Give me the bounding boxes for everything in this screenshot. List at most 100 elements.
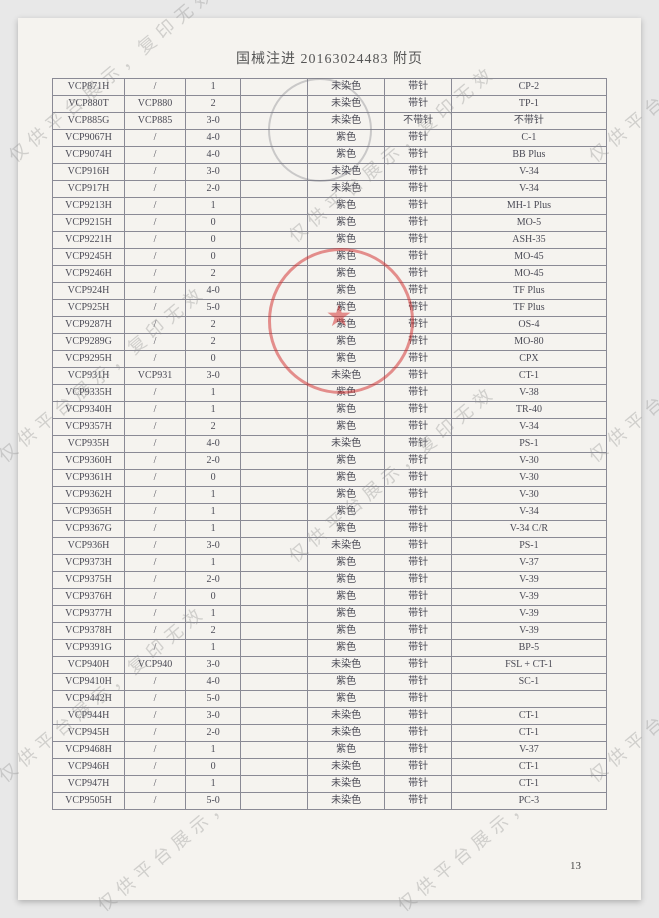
table-cell: V-34 [451,419,606,436]
table-cell: 2 [185,334,240,351]
table-cell: 1 [185,742,240,759]
table-cell: VCP940H [53,657,125,674]
table-cell: 带针 [385,368,451,385]
table-cell: 不带针 [451,113,606,130]
table-cell: VCP9246H [53,266,125,283]
table-row: VCP9365H/1紫色带针V-34 [53,504,607,521]
table-cell [241,674,307,691]
table-cell: 5-0 [185,300,240,317]
table-cell: / [125,640,186,657]
table-cell: / [125,402,186,419]
table-cell: 带针 [385,759,451,776]
table-cell: 3-0 [185,708,240,725]
table-row: VCP9289G/2紫色带针MO-80 [53,334,607,351]
table-cell: VCP9410H [53,674,125,691]
table-cell: 紫色 [307,147,385,164]
table-row: VCP871H/1未染色带针CP-2 [53,79,607,96]
table-cell: 1 [185,402,240,419]
table-cell [241,640,307,657]
table-cell: 带针 [385,606,451,623]
table-cell [241,776,307,793]
table-cell: 紫色 [307,419,385,436]
table-cell: 带针 [385,521,451,538]
table-cell: FSL + CT-1 [451,657,606,674]
table-row: VCP936H/3-0未染色带针PS-1 [53,538,607,555]
table-cell: VCP9067H [53,130,125,147]
table-cell: / [125,589,186,606]
table-cell: 带针 [385,283,451,300]
table-cell: 0 [185,351,240,368]
table-cell: VCP925H [53,300,125,317]
table-cell [241,572,307,589]
table-cell [241,249,307,266]
table-cell: 紫色 [307,215,385,232]
table-cell: V-30 [451,453,606,470]
table-cell [241,606,307,623]
table-cell: 带针 [385,538,451,555]
table-cell: / [125,419,186,436]
table-cell: VCP9360H [53,453,125,470]
table-cell: VCP931H [53,368,125,385]
table-cell: 带针 [385,402,451,419]
table-cell: 带针 [385,266,451,283]
table-cell [241,793,307,810]
table-cell: 不带针 [385,113,451,130]
table-row: VCP947H/1未染色带针CT-1 [53,776,607,793]
table-cell [241,623,307,640]
table-cell: V-38 [451,385,606,402]
table-cell: VCP9295H [53,351,125,368]
table-cell: 0 [185,232,240,249]
table-row: VCP9367G/1紫色带针V-34 C/R [53,521,607,538]
table-cell [241,317,307,334]
table-cell: VCP924H [53,283,125,300]
table-cell: 4-0 [185,436,240,453]
table-cell: VCP880T [53,96,125,113]
table-cell: 带针 [385,249,451,266]
page-number: 13 [570,860,581,872]
table-cell: / [125,487,186,504]
table-cell [241,283,307,300]
table-cell: V-39 [451,589,606,606]
table-cell: 带针 [385,453,451,470]
table-cell: VCP9391G [53,640,125,657]
table-cell: VCP885G [53,113,125,130]
table-cell [241,402,307,419]
table-cell: SC-1 [451,674,606,691]
table-cell: VCP871H [53,79,125,96]
table-cell: 带针 [385,198,451,215]
table-cell: 带针 [385,419,451,436]
table-cell: / [125,555,186,572]
table-cell: MO-5 [451,215,606,232]
table-cell: VCP947H [53,776,125,793]
table-cell: CT-1 [451,759,606,776]
table-cell: 带针 [385,436,451,453]
table-cell [241,742,307,759]
table-cell [241,113,307,130]
table-cell: / [125,759,186,776]
table-cell: 未染色 [307,657,385,674]
table-cell: / [125,300,186,317]
table-cell: 0 [185,470,240,487]
table-cell: TF Plus [451,283,606,300]
table-row: VCP9373H/1紫色带针V-37 [53,555,607,572]
table-cell: 2 [185,317,240,334]
table-row: VCP9360H/2-0紫色带针V-30 [53,453,607,470]
table-row: VCP9213H/1紫色带针MH-1 Plus [53,198,607,215]
table-cell: / [125,351,186,368]
table-cell: VCP9365H [53,504,125,521]
table-cell: 0 [185,215,240,232]
table-row: VCP9335H/1紫色带针V-38 [53,385,607,402]
table-cell: 带针 [385,164,451,181]
table-cell: 4-0 [185,283,240,300]
table-cell: VCP940 [125,657,186,674]
table-cell: TR-40 [451,402,606,419]
table-cell: 2 [185,419,240,436]
table-row: VCP925H/5-0紫色带针TF Plus [53,300,607,317]
table-cell: PS-1 [451,538,606,555]
table-cell: 3-0 [185,538,240,555]
table-cell: 紫色 [307,572,385,589]
table-cell: VCP9074H [53,147,125,164]
table-row: VCP9442H/5-0紫色带针 [53,691,607,708]
table-row: VCP9067H/4-0紫色带针C-1 [53,130,607,147]
table-cell: / [125,266,186,283]
